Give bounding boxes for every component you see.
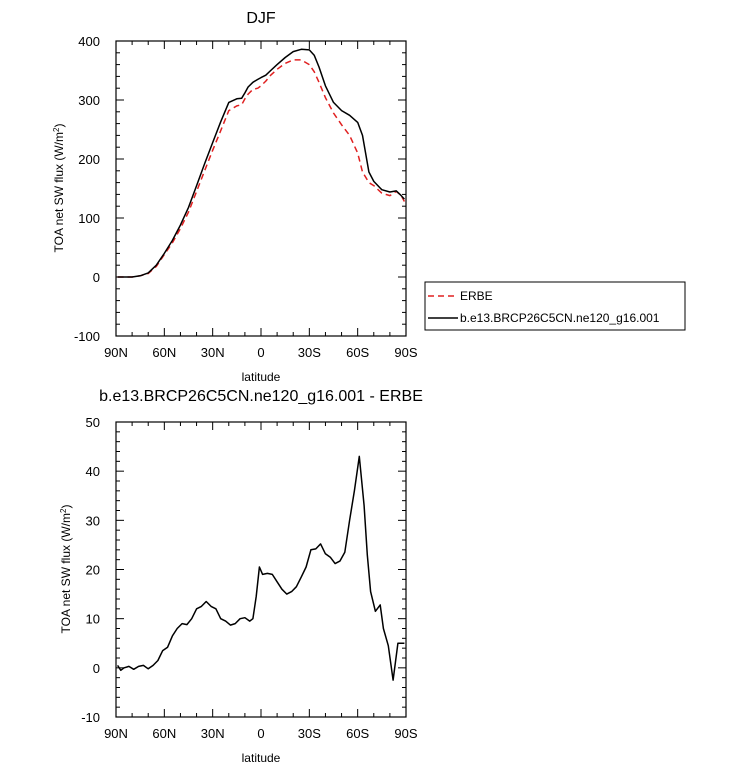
x-tick-label: 30S (298, 726, 321, 741)
legend-label-erbe: ERBE (460, 289, 493, 303)
x-tick-label: 90N (104, 726, 128, 741)
x-tick-label: 90S (394, 345, 417, 360)
y-tick-label: 0 (93, 270, 100, 285)
y-tick-label: 40 (86, 464, 100, 479)
chart-difference: b.e13.BRCP26C5CN.ne120_g16.001 - ERBE 90… (59, 388, 423, 765)
legend: ERBE b.e13.BRCP26C5CN.ne120_g16.001 (424, 281, 686, 331)
x-axis-title: latitude (242, 370, 281, 384)
y-tick-label: -100 (74, 329, 100, 344)
y-tick-label: 20 (86, 563, 100, 578)
y-axis-title: TOA net SW flux (W/m2) (59, 505, 74, 634)
series-line-difference (116, 455, 405, 681)
y-tick-label: 400 (78, 34, 100, 49)
series-group (117, 48, 406, 278)
x-tick-label: 90N (104, 345, 128, 360)
axis-ticks: 90N 60N 30N 0 30S 60S 90S -10 0 10 20 30 40 50 (81, 415, 418, 741)
x-tick-label: 0 (257, 345, 264, 360)
x-axis-title: latitude (242, 751, 281, 765)
y-axis-title: TOA net SW flux (W/m2) (52, 124, 67, 253)
series-line-model (117, 48, 405, 278)
chart-title: DJF (246, 10, 276, 27)
legend-label-model: b.e13.BRCP26C5CN.ne120_g16.001 (460, 311, 660, 325)
y-tick-label: 50 (86, 415, 100, 430)
x-tick-label: 30N (201, 345, 225, 360)
x-tick-label: 0 (257, 726, 264, 741)
chart-djf: DJF 90N 60N 30N 0 30S 60S 90S -100 0 100 200 300 400… (52, 10, 686, 384)
y-tick-label: -10 (81, 710, 100, 725)
x-tick-label: 30S (298, 345, 321, 360)
x-tick-label: 60S (346, 345, 369, 360)
series-group (116, 455, 405, 681)
x-tick-label: 60S (346, 726, 369, 741)
y-tick-label: 100 (78, 211, 100, 226)
plot-frame (115, 40, 407, 337)
y-tick-label: 30 (86, 513, 100, 528)
chart-title: b.e13.BRCP26C5CN.ne120_g16.001 - ERBE (99, 388, 423, 405)
legend-box (424, 281, 686, 331)
y-tick-label: 200 (78, 152, 100, 167)
x-tick-label: 60N (152, 726, 176, 741)
series-line-erbe (117, 59, 406, 278)
y-tick-label: 10 (86, 612, 100, 627)
y-tick-label: 300 (78, 93, 100, 108)
x-tick-label: 90S (394, 726, 417, 741)
y-tick-label: 0 (93, 661, 100, 676)
axis-ticks: 90N 60N 30N 0 30S 60S 90S -100 0 100 200 300 400 (74, 34, 418, 360)
x-tick-label: 60N (152, 345, 176, 360)
x-tick-label: 30N (201, 726, 225, 741)
